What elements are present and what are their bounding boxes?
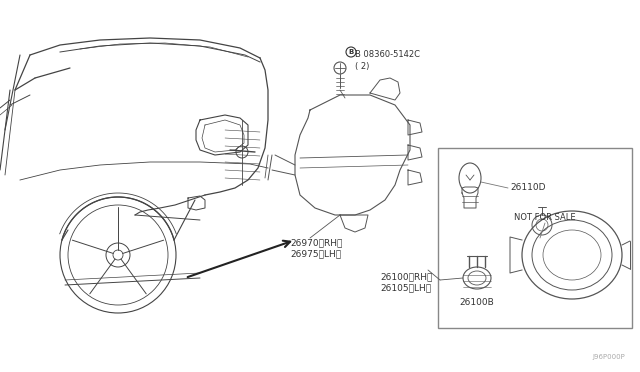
Text: 26110D: 26110D bbox=[510, 183, 545, 192]
Text: B 08360-5142C
( 2): B 08360-5142C ( 2) bbox=[355, 50, 420, 71]
Text: 26970〈RH〉
26975〈LH〉: 26970〈RH〉 26975〈LH〉 bbox=[290, 238, 342, 259]
Text: 26100〈RH〉
26105〈LH〉: 26100〈RH〉 26105〈LH〉 bbox=[380, 272, 433, 293]
Bar bbox=[438, 148, 632, 328]
Text: J96P000P: J96P000P bbox=[592, 354, 625, 360]
Text: 26100B: 26100B bbox=[460, 298, 494, 307]
Text: NOT FOR SALE: NOT FOR SALE bbox=[514, 214, 576, 222]
Text: B: B bbox=[348, 49, 354, 55]
